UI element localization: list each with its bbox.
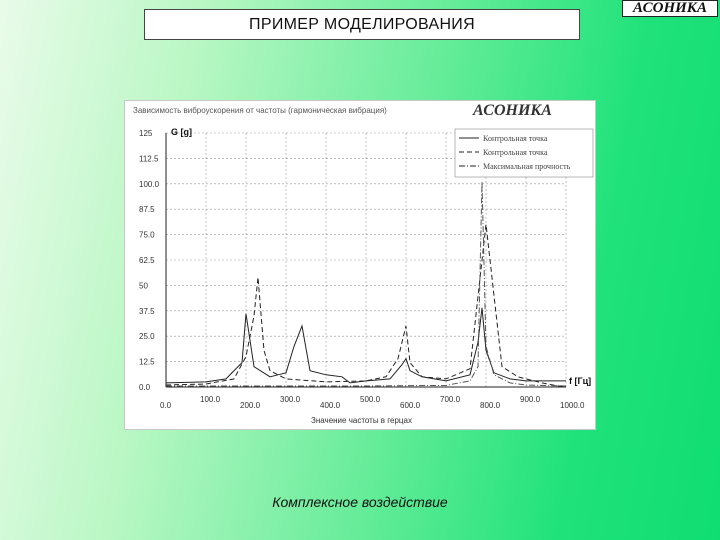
y-tick-label: 0.0 bbox=[139, 383, 151, 392]
y-tick-label: 112.5 bbox=[139, 154, 159, 163]
slide-caption: Комплексное воздействие bbox=[272, 494, 448, 510]
slide-title: ПРИМЕР МОДЕЛИРОВАНИЯ bbox=[144, 9, 580, 40]
chart-panel: Зависимость виброускорения от частоты (г… bbox=[124, 100, 596, 430]
chart-header: Зависимость виброускорения от частоты (г… bbox=[133, 106, 387, 115]
x-tick-label: 0.0 bbox=[160, 401, 172, 410]
y-tick-label: 37.5 bbox=[139, 307, 155, 316]
x-tick-label: 100.0 bbox=[200, 395, 221, 404]
legend-entry: Контрольная точка bbox=[483, 148, 548, 157]
x-tick-label: 500.0 bbox=[360, 395, 381, 404]
brand-logo: АСОНИКА bbox=[622, 0, 718, 17]
chart-legend: Контрольная точка Контрольная точка Максим… bbox=[454, 128, 594, 178]
series-line-3 bbox=[166, 181, 567, 387]
y-tick-label: 62.5 bbox=[139, 256, 155, 265]
legend-entry: Контрольная точка bbox=[483, 134, 548, 143]
x-tick-label: 600.0 bbox=[400, 401, 421, 410]
y-axis-label: G [g] bbox=[171, 127, 192, 137]
x-tick-label: 700.0 bbox=[440, 395, 461, 404]
legend-entry: Максимальная прочность bbox=[483, 162, 571, 171]
x-axis-unit: f [Гц] bbox=[569, 376, 591, 386]
chart-brand-logo: АСОНИКА bbox=[473, 102, 552, 119]
x-tick-label: 1000.0 bbox=[560, 401, 585, 410]
x-tick-label: 900.0 bbox=[520, 395, 541, 404]
x-tick-label: 400.0 bbox=[320, 401, 341, 410]
x-tick-label: 800.0 bbox=[480, 401, 501, 410]
y-tick-label: 87.5 bbox=[139, 205, 155, 214]
series-line-2 bbox=[165, 224, 566, 387]
chart-axes: 125 112.5 100.0 87.5 75.0 62.5 50 37.5 25.0 12.5 0… bbox=[139, 129, 585, 410]
legend-box bbox=[454, 128, 594, 178]
y-tick-label: 25.0 bbox=[139, 332, 155, 341]
x-tick-label: 300.0 bbox=[280, 395, 301, 404]
frequency-response-chart: 125 112.5 100.0 87.5 75.0 62.5 50 37.5 25.0 12.5 0… bbox=[139, 127, 594, 425]
chart-series bbox=[165, 181, 567, 387]
y-tick-label: 125 bbox=[139, 129, 153, 138]
y-tick-label: 12.5 bbox=[139, 358, 155, 367]
y-tick-label: 100.0 bbox=[139, 180, 160, 189]
x-axis-label: Значение частоты в герцах bbox=[311, 416, 412, 425]
x-tick-label: 200.0 bbox=[240, 401, 261, 410]
y-tick-label: 50 bbox=[139, 281, 148, 290]
y-tick-label: 75.0 bbox=[139, 231, 155, 240]
